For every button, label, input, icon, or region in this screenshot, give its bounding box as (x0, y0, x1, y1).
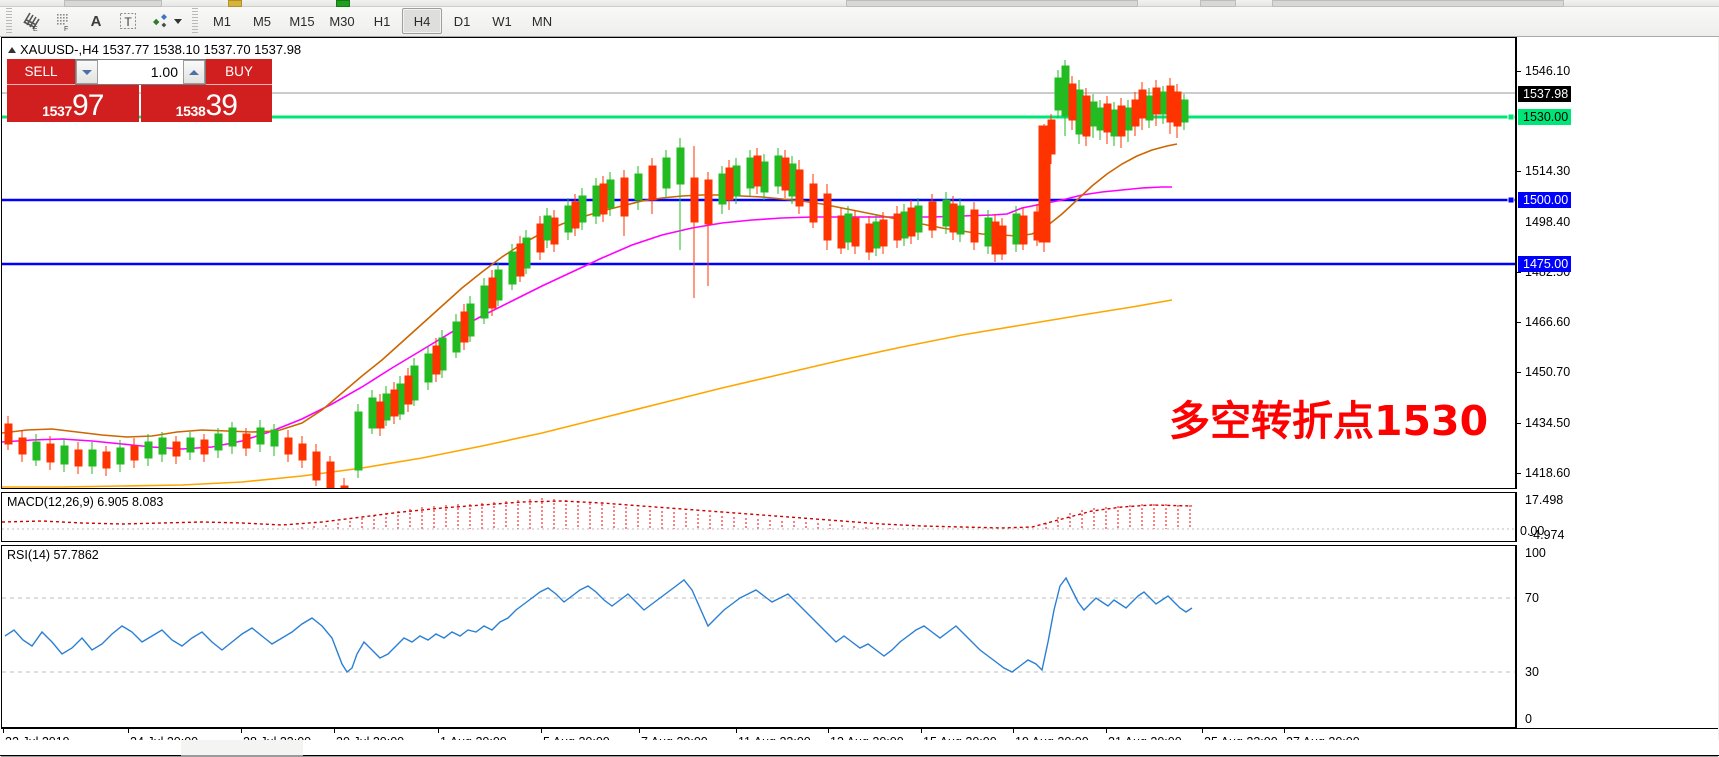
chart-window[interactable]: XAUUSD-,H4 1537.77 1538.10 1537.70 1537.… (0, 37, 1718, 757)
status-bar (0, 740, 1719, 756)
toolbar-strip-nub (1200, 0, 1236, 7)
status-bar-segment (303, 740, 1719, 756)
chart-annotation-text[interactable]: 多空转折点1530 (1169, 397, 1489, 445)
text-label-icon[interactable]: A (90, 12, 102, 30)
svg-text:E: E (33, 26, 38, 32)
price-axis-tick (1517, 423, 1521, 424)
symbol-header: XAUUSD-,H4 1537.77 1538.10 1537.70 1537.… (8, 42, 301, 57)
price-chart-pane[interactable]: XAUUSD-,H4 1537.77 1538.10 1537.70 1537.… (1, 37, 1516, 489)
main-toolbar: E F (0, 0, 1719, 37)
level-tag-1475[interactable]: 1475.00 (1518, 256, 1572, 272)
macd-histogram (301, 498, 1191, 529)
price-axis-label: 1434.50 (1525, 416, 1571, 430)
price-axis-label: 1418.60 (1525, 466, 1571, 480)
sell-button[interactable]: SELL (7, 59, 75, 85)
buy-price-integer: 1538 (175, 103, 206, 119)
timeframe-w1[interactable]: W1 (492, 13, 512, 29)
price-axis-label: 1546.10 (1525, 64, 1571, 78)
objects-icon[interactable] (144, 5, 176, 37)
volume-decrease-button[interactable] (76, 60, 98, 84)
rsi-axis-label-0: 0 (1525, 712, 1532, 726)
toolbar-buttons: E F (0, 3, 562, 39)
price-axis-label-obscured: 1498.40 (1525, 215, 1571, 229)
macd-axis-label-min: -4.974 (1529, 528, 1565, 542)
rsi-axis[interactable]: 100 70 30 0 (1516, 545, 1718, 728)
last-price-tag: 1537.98 (1518, 86, 1572, 102)
rsi-label: RSI(14) 57.7862 (7, 548, 99, 562)
buy-price-fraction: 39 (205, 89, 238, 122)
price-axis-tick (1517, 272, 1521, 273)
timeframe-h1[interactable]: H1 (373, 13, 391, 29)
toolbar-grip-handle[interactable] (6, 8, 12, 34)
price-axis-tick (1517, 473, 1521, 474)
svg-text:F: F (64, 26, 68, 32)
rsi-axis-label-70: 70 (1525, 591, 1539, 605)
expert-advisors-icon[interactable]: E (16, 5, 48, 37)
objects-dropdown-icon[interactable] (174, 18, 182, 24)
one-click-trading-price-row: 1537 97 1538 39 (7, 85, 272, 122)
sell-price[interactable]: 1537 97 (7, 85, 139, 122)
timeframe-mn[interactable]: MN (531, 13, 553, 29)
candlestick-series (4, 60, 1189, 488)
macd-axis[interactable]: 17.498 0.00 -4.974 (1516, 492, 1718, 542)
svg-text:T: T (124, 15, 132, 29)
rsi-canvas (2, 576, 1515, 674)
toolbar-strip-nub (1272, 0, 1564, 7)
price-axis-tick (1517, 71, 1521, 72)
macd-canvas (2, 498, 1515, 530)
status-bar-segment (0, 740, 181, 756)
volume-stepper[interactable]: 1.00 (75, 59, 206, 85)
price-axis[interactable]: 1546.10 1514.30 1498.40 1482.50 1466.60 … (1516, 37, 1718, 529)
text-object-icon[interactable]: T (112, 5, 144, 37)
price-axis-label: 1466.60 (1525, 315, 1571, 329)
rsi-axis-label-30: 30 (1525, 665, 1539, 679)
indicators-icon[interactable]: F (48, 5, 80, 37)
one-click-trading-top-row: SELL 1.00 BUY (7, 59, 272, 85)
ma-fast-line (2, 143, 1178, 438)
toolbar-strip-nub (846, 0, 1138, 7)
volume-value[interactable]: 1.00 (98, 60, 183, 84)
sell-price-fraction: 97 (72, 89, 104, 122)
timeframe-grip-handle[interactable] (192, 8, 198, 34)
collapse-triangle-icon[interactable] (8, 47, 16, 53)
macd-label: MACD(12,26,9) 6.905 8.083 (7, 495, 164, 509)
toolbar-strip-green-marker (336, 0, 350, 7)
toolbar-upper-strip (0, 0, 1719, 7)
timeframe-m1[interactable]: M1 (212, 13, 232, 29)
timeframe-h4[interactable]: H4 (402, 8, 442, 34)
macd-axis-label-max: 17.498 (1525, 493, 1564, 507)
macd-signal-line (2, 500, 1193, 529)
toolbar-strip-yellow-marker (228, 0, 242, 7)
buy-button[interactable]: BUY (206, 59, 272, 85)
toolbar-strip-nub (64, 0, 162, 7)
rsi-pane[interactable]: RSI(14) 57.7862 (1, 545, 1516, 728)
price-axis-label: 1514.30 (1525, 164, 1571, 178)
buy-price[interactable]: 1538 39 (140, 85, 272, 122)
macd-axis-label-zero: 0.00 (1520, 524, 1545, 538)
level-tag-1530[interactable]: 1530.00 (1518, 109, 1572, 125)
price-axis-tick (1517, 372, 1521, 373)
timeframe-m30[interactable]: M30 (329, 13, 355, 29)
timeframe-m15[interactable]: M15 (289, 13, 315, 29)
ma-slow-line (2, 299, 1173, 488)
volume-increase-button[interactable] (183, 60, 205, 84)
rsi-line (4, 576, 1193, 674)
price-axis-label: 1450.70 (1525, 365, 1571, 379)
price-axis-tick (1517, 171, 1521, 172)
price-axis-tick (1517, 322, 1521, 323)
symbol-header-text: XAUUSD-,H4 1537.77 1538.10 1537.70 1537.… (20, 42, 302, 57)
rsi-axis-label-100: 100 (1525, 546, 1546, 560)
level-tag-1500[interactable]: 1500.00 (1518, 192, 1572, 208)
one-click-trading-panel[interactable]: SELL 1.00 BUY 1537 97 1538 39 (7, 59, 272, 122)
timeframe-m5[interactable]: M5 (252, 13, 272, 29)
sell-price-integer: 1537 (42, 103, 73, 119)
timeframe-d1[interactable]: D1 (453, 13, 471, 29)
macd-pane[interactable]: MACD(12,26,9) 6.905 8.083 (1, 492, 1516, 542)
status-bar-segment (181, 740, 303, 756)
